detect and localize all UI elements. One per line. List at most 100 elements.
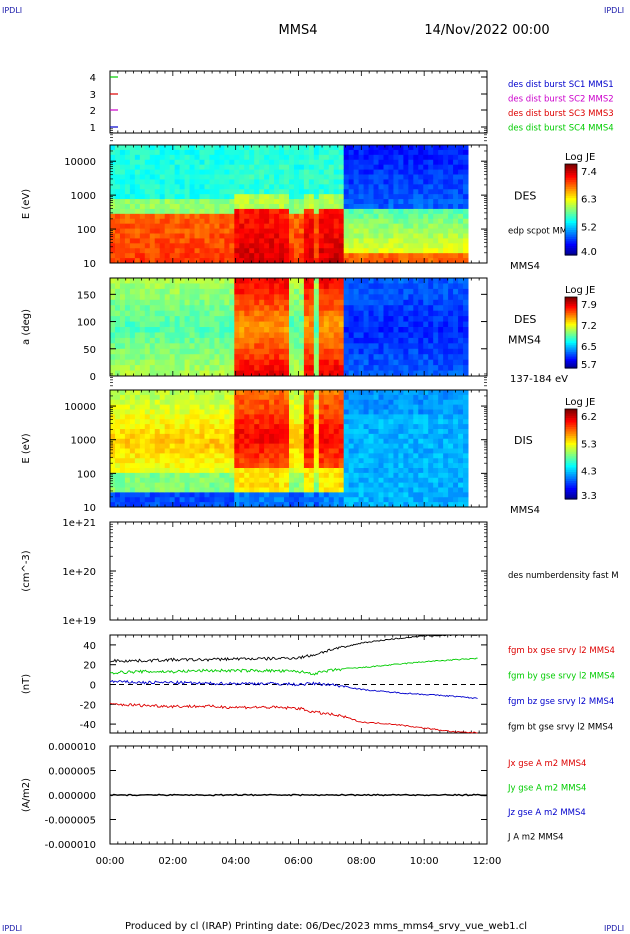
dis-energy-cell <box>129 463 136 469</box>
dis-energy-cell <box>189 482 196 488</box>
des-energy-cell <box>308 184 315 190</box>
des-energy-cell <box>129 154 136 161</box>
dis-energy-cell <box>363 394 370 401</box>
des-pitch-cell <box>279 327 285 333</box>
dis-energy-cell <box>214 409 220 415</box>
dis-energy-cell <box>144 409 151 415</box>
dis-energy-cell <box>209 429 215 435</box>
des-pitch-cell <box>453 354 459 361</box>
des-energy-cell <box>333 169 340 175</box>
des-energy-cell <box>264 223 270 230</box>
availability-legend-4: des dist burst SC4 MMS4 <box>508 124 614 134</box>
des-energy-cell <box>239 179 245 185</box>
dis-energy-cell <box>154 448 161 454</box>
des-pitch-cell <box>453 332 459 339</box>
des-energy-cell <box>139 159 146 166</box>
dis-energy-cell <box>274 390 280 396</box>
des-pitch-cell <box>119 327 126 333</box>
des-energy-cell <box>348 213 355 220</box>
des-pitch-cell <box>254 316 260 323</box>
dis-energy-cell <box>303 453 310 459</box>
des-energy-cell <box>448 189 454 195</box>
des-pitch-cell <box>438 327 444 333</box>
des-energy-cell <box>149 213 156 220</box>
des-energy-cell <box>398 204 404 210</box>
des-pitch-cell <box>388 288 394 295</box>
des-pitch-cell <box>378 348 384 355</box>
des-energy-cell <box>303 154 310 161</box>
des-energy-cell <box>154 223 161 230</box>
des-pitch-cell <box>110 365 116 372</box>
des-energy-cell <box>214 218 220 225</box>
dis-energy-cell <box>239 497 245 503</box>
des-pitch-cell <box>338 354 345 361</box>
des-energy-cell <box>144 159 151 166</box>
des-energy-cell <box>403 208 409 215</box>
dis-energy-cell <box>244 472 250 479</box>
des-energy-cell <box>413 169 419 175</box>
dis-energy-cell <box>129 438 136 445</box>
des-energy-cell <box>348 174 355 180</box>
dis-energy-cell <box>234 409 240 415</box>
des-pitch-cell <box>383 316 389 323</box>
des-energy-cell <box>438 213 444 220</box>
des-pitch-cell <box>318 288 325 295</box>
des-pitch-colorbar-cell <box>565 321 577 325</box>
des-pitch-cell <box>179 354 186 361</box>
des-energy-cell <box>139 199 146 205</box>
des-energy-cell <box>398 258 404 264</box>
des-pitch-cell <box>328 278 335 284</box>
des-pitch-colorbar-cell <box>565 360 577 364</box>
des-energy-cell <box>189 149 196 156</box>
des-pitch-cell <box>234 348 240 355</box>
dis-energy-cell <box>110 443 116 449</box>
des-energy-cell <box>279 194 285 200</box>
des-pitch-cell <box>254 327 260 333</box>
des-energy-cell <box>189 253 196 259</box>
des-pitch-cell <box>269 321 275 328</box>
dis-energy-cell <box>323 482 330 488</box>
dis-energy-cell <box>110 477 116 484</box>
dis-energy-cell <box>368 468 375 474</box>
dis-energy-cell <box>264 463 270 469</box>
dis-energy-cell <box>293 458 300 464</box>
des-pitch-cell <box>433 310 439 317</box>
des-energy-cell <box>139 218 146 225</box>
des-energy-cell <box>328 253 335 259</box>
des-energy-cell <box>184 194 191 200</box>
des-pitch-cell <box>254 332 260 339</box>
des-energy-cell <box>214 145 220 151</box>
dis-energy-cell <box>383 463 389 469</box>
des-energy-colorbar-cell <box>565 207 577 211</box>
des-energy-cell <box>338 164 345 171</box>
dis-energy-cell <box>293 433 300 440</box>
des-pitch-cell <box>363 278 370 284</box>
des-energy-cell <box>298 258 305 264</box>
des-pitch-cell <box>368 294 375 301</box>
des-pitch-cell <box>318 332 325 339</box>
des-energy-cell <box>388 208 394 215</box>
dis-energy-cell <box>388 399 394 406</box>
des-energy-cell <box>423 164 429 171</box>
des-pitch-cell <box>144 278 151 284</box>
des-energy-cell <box>383 248 389 254</box>
dis-energy-cell <box>234 414 240 420</box>
des-energy-cell <box>303 233 310 239</box>
des-energy-cell <box>249 199 255 205</box>
des-pitch-cell <box>303 294 310 301</box>
dis-energy-cell <box>119 492 126 498</box>
dis-energy-cell <box>254 477 260 484</box>
des-pitch-cell <box>164 343 171 350</box>
des-energy-cell <box>279 208 285 215</box>
des-energy-cell <box>169 145 176 151</box>
des-pitch-cell <box>124 365 131 372</box>
dis-energy-cell <box>313 448 320 454</box>
des-energy-colorbar-cell <box>565 186 577 190</box>
des-pitch-cell <box>179 316 186 323</box>
dis-energy-cell <box>234 472 240 479</box>
dis-energy-cell <box>149 463 156 469</box>
des-pitch-bottom-label: 137-184 eV <box>510 374 568 385</box>
des-pitch-cell <box>343 337 350 344</box>
dis-energy-cell <box>124 482 131 488</box>
des-energy-cell <box>363 149 370 156</box>
